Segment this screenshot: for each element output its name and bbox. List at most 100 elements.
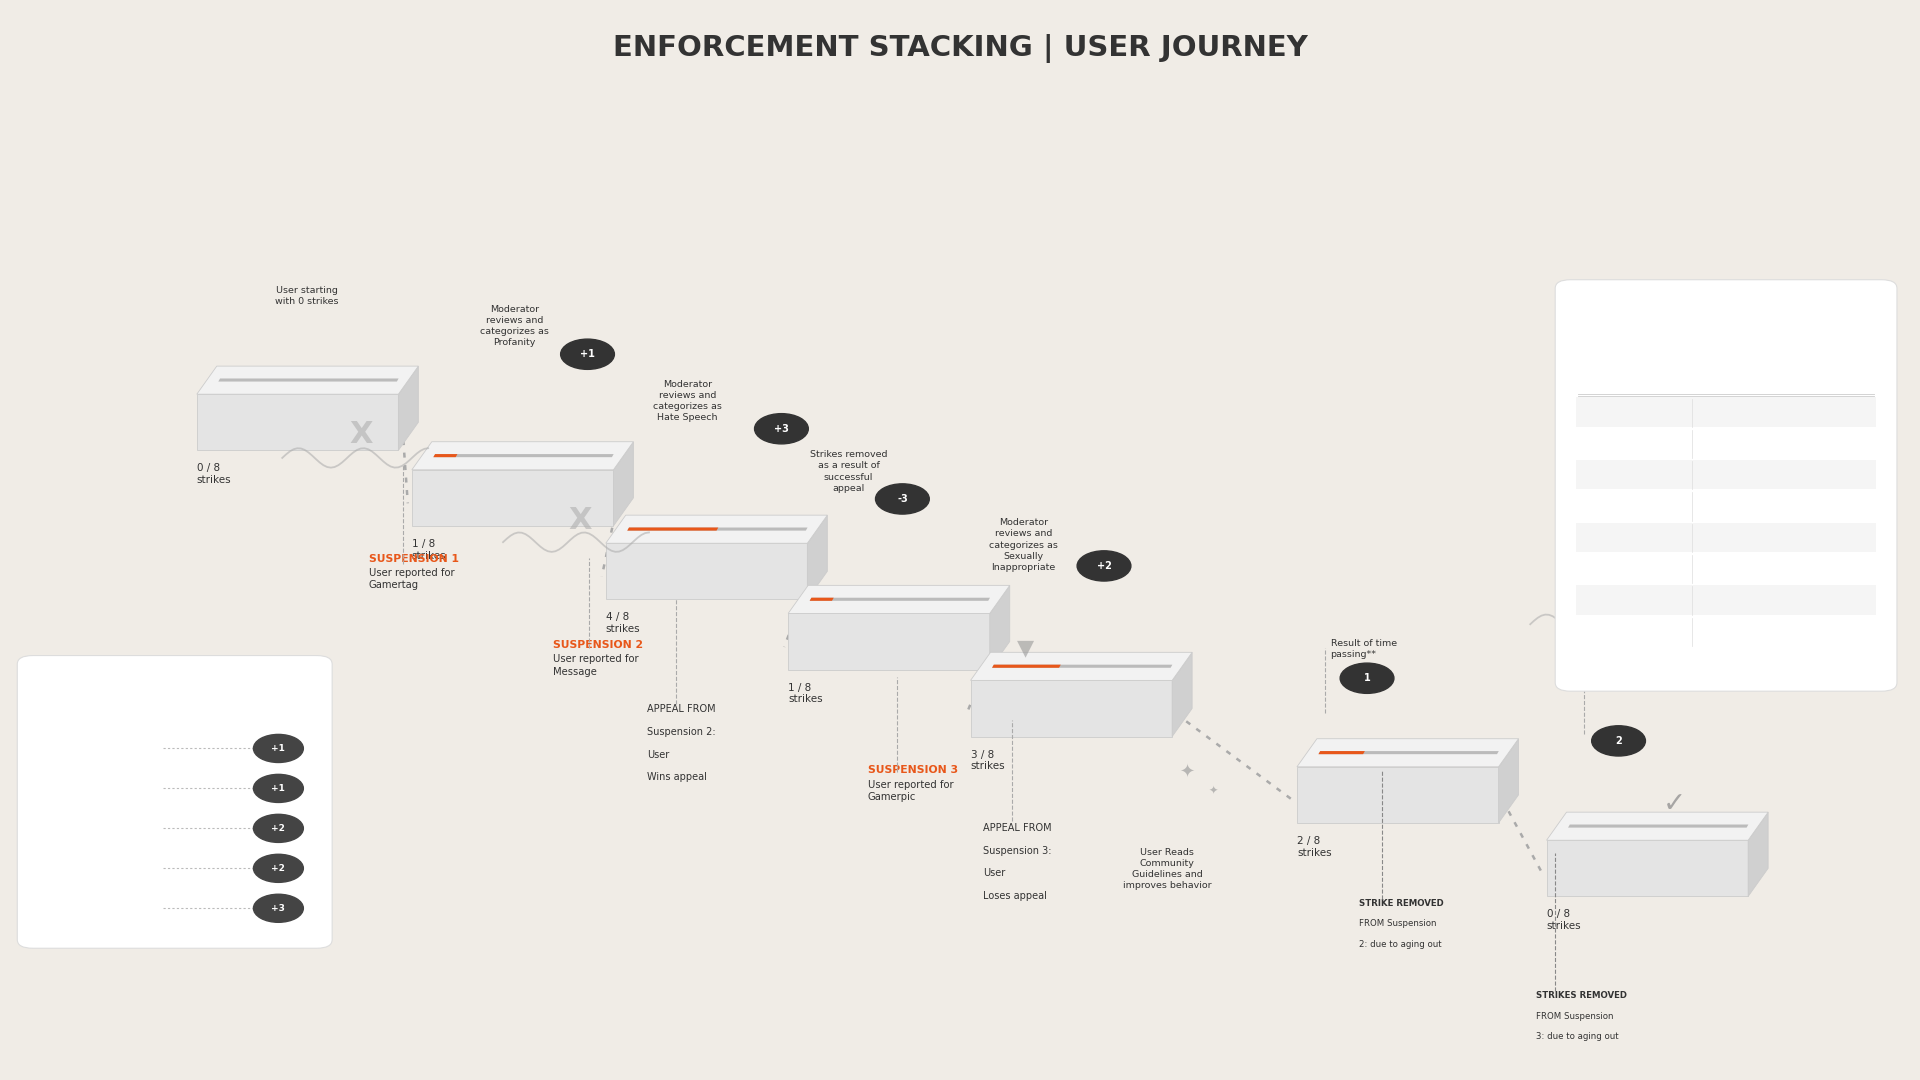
- Text: APPEAL FROM: APPEAL FROM: [983, 823, 1052, 833]
- Text: 1 / 8
strikes: 1 / 8 strikes: [413, 539, 447, 561]
- Polygon shape: [991, 585, 1010, 670]
- Circle shape: [561, 339, 614, 369]
- Circle shape: [253, 734, 303, 762]
- Text: APPEAL FROM: APPEAL FROM: [647, 704, 716, 714]
- Polygon shape: [972, 652, 1192, 680]
- Polygon shape: [1319, 751, 1365, 754]
- Polygon shape: [993, 664, 1060, 667]
- Polygon shape: [434, 454, 614, 457]
- Text: Wins appeal: Wins appeal: [647, 772, 707, 782]
- Text: 4: 4: [1620, 501, 1628, 512]
- Text: 1: 1: [1620, 407, 1628, 418]
- Text: 1-day: 1-day: [1709, 407, 1738, 418]
- FancyBboxPatch shape: [1576, 397, 1876, 427]
- Polygon shape: [1569, 824, 1749, 827]
- Polygon shape: [1319, 751, 1500, 754]
- Text: 1-day: 1-day: [1709, 438, 1738, 449]
- Text: STRIKES REMOVED: STRIKES REMOVED: [1536, 991, 1626, 1000]
- Text: 3-days: 3-days: [1709, 470, 1743, 481]
- Polygon shape: [198, 394, 399, 450]
- Polygon shape: [1747, 812, 1768, 896]
- Circle shape: [253, 854, 303, 882]
- Text: 6: 6: [1620, 564, 1628, 575]
- Text: Harassment or Bullying: Harassment or Bullying: [54, 863, 177, 874]
- Text: +3: +3: [774, 423, 789, 434]
- Circle shape: [755, 414, 808, 444]
- Text: Loses appeal: Loses appeal: [983, 891, 1046, 901]
- Text: ENFORCEMENT STACKING | USER JOURNEY: ENFORCEMENT STACKING | USER JOURNEY: [612, 35, 1308, 63]
- Polygon shape: [434, 454, 457, 457]
- FancyBboxPatch shape: [1576, 523, 1876, 552]
- Text: Moderator
reviews and
categorizes as
Sexually
Inappropriate: Moderator reviews and categorizes as Sex…: [989, 518, 1058, 571]
- Text: Enforcement
Strike System: Enforcement Strike System: [1590, 301, 1699, 333]
- Polygon shape: [198, 366, 419, 394]
- Text: Moderator
reviews and
categorizes as
Profanity: Moderator reviews and categorizes as Pro…: [480, 305, 549, 347]
- Circle shape: [253, 894, 303, 922]
- Text: 21-days: 21-days: [1709, 564, 1751, 575]
- Circle shape: [253, 774, 303, 802]
- Text: +2: +2: [271, 824, 286, 833]
- Text: 2: 2: [1620, 438, 1628, 449]
- Text: 1: 1: [1363, 673, 1371, 684]
- Text: Examples of strikes added for
each type of action*: Examples of strikes added for each type …: [54, 680, 259, 710]
- Circle shape: [1592, 726, 1645, 756]
- Text: 2 / 8
strikes: 2 / 8 strikes: [1298, 836, 1332, 858]
- Text: 4 / 8
strikes: 4 / 8 strikes: [607, 612, 641, 634]
- Polygon shape: [810, 597, 991, 600]
- Text: 8: 8: [1620, 626, 1628, 637]
- Text: FROM Suspension: FROM Suspension: [1359, 919, 1436, 928]
- Text: SUSPENSION 1: SUSPENSION 1: [369, 554, 459, 564]
- Text: 3 / 8
strikes: 3 / 8 strikes: [972, 750, 1006, 771]
- Text: ✓: ✓: [1663, 789, 1686, 818]
- Polygon shape: [628, 527, 808, 530]
- Circle shape: [1340, 663, 1394, 693]
- Text: User reported for
Gamerpic: User reported for Gamerpic: [868, 780, 954, 802]
- Polygon shape: [607, 515, 828, 543]
- Text: 0 / 8
strikes: 0 / 8 strikes: [198, 463, 232, 485]
- Text: User reported for
Gamertag: User reported for Gamertag: [369, 568, 455, 591]
- Polygon shape: [399, 366, 419, 450]
- Text: X: X: [568, 507, 591, 535]
- Circle shape: [1077, 551, 1131, 581]
- Text: User reported for
Message: User reported for Message: [553, 654, 639, 677]
- Text: 0 / 8
strikes: 0 / 8 strikes: [1548, 909, 1582, 931]
- Polygon shape: [628, 527, 718, 530]
- Text: ✦: ✦: [1210, 785, 1217, 796]
- Text: Strikes removed
as a result of
successful
appeal: Strikes removed as a result of successfu…: [810, 450, 887, 492]
- Text: +2: +2: [1096, 561, 1112, 571]
- Text: 5: 5: [1620, 532, 1628, 543]
- Text: 1 / 8
strikes: 1 / 8 strikes: [789, 683, 824, 704]
- Circle shape: [876, 484, 929, 514]
- Text: 7: 7: [1620, 595, 1628, 606]
- FancyBboxPatch shape: [1555, 280, 1897, 691]
- Text: Result of time
passing**: Result of time passing**: [1590, 656, 1655, 676]
- Text: +2: +2: [271, 864, 286, 873]
- Text: 2: 2: [1615, 735, 1622, 746]
- Text: 365-days: 365-days: [1709, 626, 1757, 637]
- Polygon shape: [789, 585, 1010, 613]
- Text: *not all actions are represented in this graphic: *not all actions are represented in this…: [54, 920, 257, 929]
- Text: 7-days: 7-days: [1709, 501, 1743, 512]
- Text: User Reads
Community
Guidelines and
improves behavior: User Reads Community Guidelines and impr…: [1123, 848, 1212, 890]
- Polygon shape: [1498, 739, 1519, 823]
- Polygon shape: [413, 442, 634, 470]
- Text: User starting
with 0 strikes: User starting with 0 strikes: [275, 286, 340, 307]
- FancyBboxPatch shape: [1576, 585, 1876, 615]
- Text: X: X: [349, 420, 372, 448]
- Text: **All strikes stay on record for 6
months: **All strikes stay on record for 6 month…: [1590, 646, 1728, 666]
- Polygon shape: [1298, 739, 1519, 767]
- Polygon shape: [614, 442, 634, 526]
- Polygon shape: [972, 680, 1171, 737]
- Text: +3: +3: [271, 904, 286, 913]
- Text: 2: due to aging out: 2: due to aging out: [1359, 940, 1442, 948]
- Polygon shape: [810, 597, 833, 600]
- Circle shape: [253, 814, 303, 842]
- Text: 3: due to aging out: 3: due to aging out: [1536, 1032, 1619, 1041]
- Text: SUSPENSION 3: SUSPENSION 3: [868, 766, 958, 775]
- Text: Sexually Inappropriate: Sexually Inappropriate: [54, 823, 171, 834]
- Text: SUSPENSION 2: SUSPENSION 2: [553, 640, 643, 650]
- Polygon shape: [219, 378, 399, 381]
- Text: X: X: [1597, 591, 1620, 619]
- Polygon shape: [993, 664, 1173, 667]
- Text: User: User: [647, 750, 670, 759]
